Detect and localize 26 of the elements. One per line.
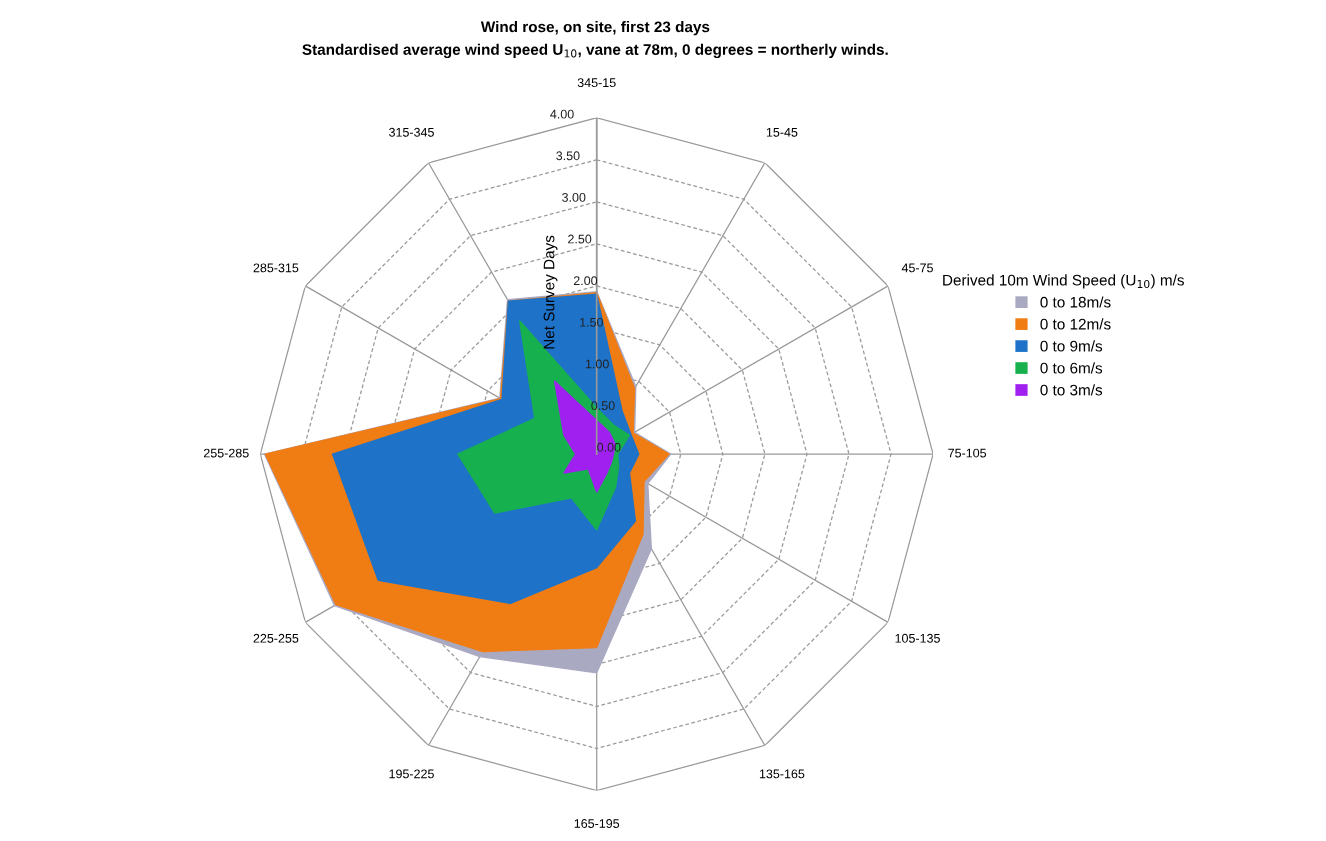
chart-title: Wind rose, on site, first 23 days [480, 21, 710, 36]
spoke-label: 285-315 [253, 263, 299, 273]
text: Net Survey Days [543, 235, 558, 349]
spoke-label: 45-75 [901, 263, 933, 273]
spoke-label: 15-45 [766, 127, 798, 137]
legend-label: 0 to 6m/s [1040, 362, 1103, 374]
spoke-label: 105-135 [895, 633, 940, 643]
spoke-label: 195-225 [389, 769, 434, 779]
spoke-label: 255-285 [203, 448, 249, 458]
chart-subtitle: Standardised average wind speed U$_{10}$, vane at 78m, 0 degrees = northerly winds. [302, 43, 888, 59]
spoke-label: 165-195 [574, 819, 620, 828]
legend-label: 0 to 18m/s [1040, 296, 1111, 308]
spoke-label: 135-165 [759, 769, 805, 779]
spoke-label: 225-255 [253, 633, 299, 643]
spoke-label: 345-15 [577, 78, 616, 88]
legend-label: 0 to 12m/s [1040, 318, 1111, 330]
y-tick-label: 3.00 [562, 192, 586, 202]
legend-title: Derived 10m Wind Speed (U$_{10}$) m/s [943, 274, 1184, 289]
legend-label: 0 to 9m/s [1040, 340, 1103, 352]
spoke-label: 75-105 [948, 448, 987, 458]
y-tick-label: 2.50 [568, 234, 592, 244]
y-tick-label: 3.50 [556, 151, 580, 161]
spoke-label: 315-345 [389, 127, 434, 137]
y-tick-label: 2.00 [573, 276, 598, 286]
y-tick-label: 4.00 [550, 109, 574, 119]
legend-label: 0 to 3m/s [1040, 384, 1103, 396]
